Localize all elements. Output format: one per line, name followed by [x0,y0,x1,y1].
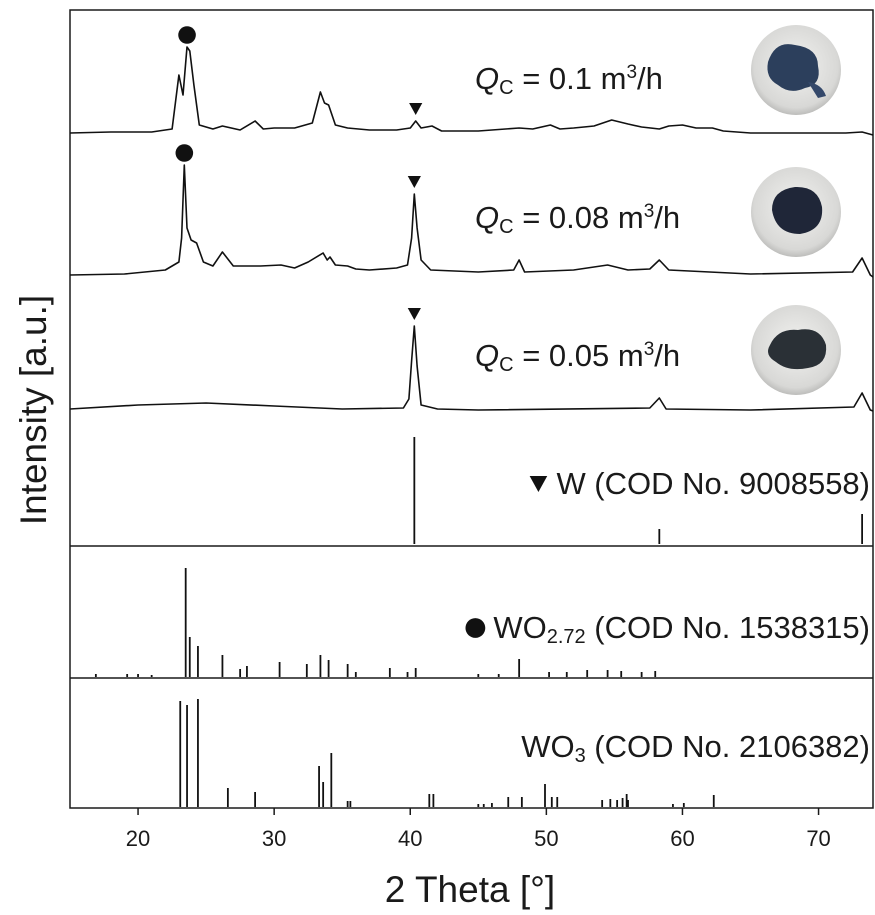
series-label-part: /h [637,61,663,96]
series-label-part: C [499,77,513,99]
series-label: QC = 0.08 m3/h [475,200,680,238]
series-label-part: /h [654,200,680,235]
series-label-part: = 0.1 m [514,61,627,96]
peak-marker [178,26,196,44]
sample-photo [751,25,841,115]
x-tick-label: 50 [534,826,558,851]
series-label-part: 3 [575,745,586,767]
series-label-part: 3 [644,201,655,222]
series-label: QC = 0.1 m3/h [475,61,663,99]
series-label: W (COD No. 9008558) [556,466,870,501]
peak-marker [175,144,194,162]
series-label-part: (COD No. 2106382) [586,729,870,764]
series-label-part: 3 [626,62,637,83]
series-label: WO3 (COD No. 2106382) [521,729,870,767]
series-label-part: 3 [644,339,655,360]
peak-marker [407,176,421,188]
pattern-line [69,46,874,136]
series-label-part: WO [493,610,546,645]
x-tick-label: 30 [262,826,286,851]
series-label-part: = 0.08 m [514,200,644,235]
series-label-part: W (COD No. 9008558) [556,466,870,501]
series-label-part: WO [521,729,574,764]
y-axis-label: Intensity [a.u.] [13,295,54,525]
peak-marker [407,308,421,320]
x-tick-label: 70 [806,826,830,851]
series-label-part: C [499,354,513,376]
series-label-part: /h [654,338,680,373]
series-label-part: Q [475,200,499,235]
legend-symbol [529,476,548,492]
sample-photo [751,167,841,257]
series-label-part: = 0.05 m [514,338,644,373]
series-label-part: (COD No. 1538315) [586,610,870,645]
legend-symbol [465,618,486,638]
peak-marker [409,103,423,115]
series-label-part: 2.72 [547,626,586,648]
pattern-line [69,325,874,412]
x-tick-label: 20 [126,826,150,851]
x-axis-label: 2 Theta [°] [385,869,555,910]
series-label-part: Q [475,338,499,373]
series-label-part: Q [475,61,499,96]
series-label-part: C [499,216,513,238]
pattern-line [69,164,874,278]
x-tick-label: 60 [670,826,694,851]
series-label: WO2.72 (COD No. 1538315) [493,610,870,648]
series-label: QC = 0.05 m3/h [475,338,680,376]
x-tick-label: 40 [398,826,422,851]
sample-photo [751,305,841,395]
plot-frame [69,9,874,809]
